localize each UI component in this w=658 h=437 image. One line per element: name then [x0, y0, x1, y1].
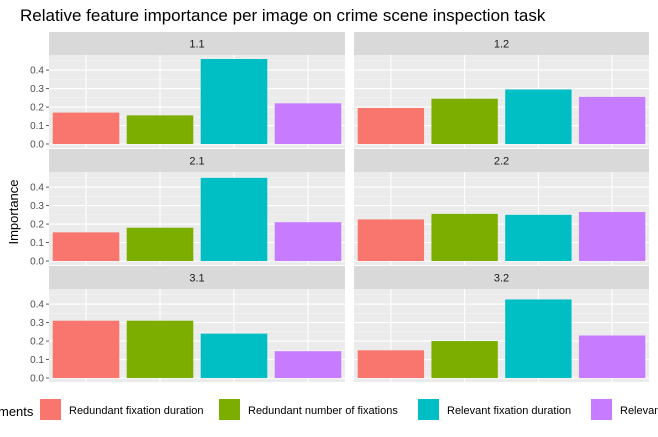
bar: [52, 232, 120, 261]
y-tick-label: 0.4: [30, 300, 44, 311]
y-tick-label: 0.0: [30, 374, 44, 385]
facet-panels: 1.10.00.10.20.30.41.22.10.00.10.20.30.42…: [30, 32, 649, 385]
bar: [200, 59, 268, 144]
facet-panel: 1.1 0.0 0.1 0.2 0.3 0.4: [30, 32, 345, 151]
facet-panel: 2.1 0.0 0.1 0.2 0.3 0.4: [30, 149, 345, 268]
bar: [274, 351, 342, 378]
legend-label: Redundant number of fixations: [248, 405, 398, 417]
bar: [357, 350, 425, 378]
bar: [274, 103, 342, 144]
legend-title: ments: [0, 404, 34, 419]
legend: ments Redundant fixation duration Redunda…: [0, 399, 658, 420]
facet-strip: [49, 266, 345, 289]
bar: [505, 214, 572, 261]
legend-key: [40, 399, 61, 420]
y-tick-label: 0.2: [30, 103, 44, 114]
bar: [357, 219, 425, 261]
bar: [200, 333, 268, 378]
facet-panel: 3.1 0.0 0.1 0.2 0.3 0.4: [30, 266, 345, 385]
facet-strip-label: 2.2: [494, 156, 509, 168]
y-tick-label: 0.1: [30, 238, 44, 249]
bar: [578, 96, 646, 144]
y-tick-label: 0.3: [30, 201, 44, 212]
facet-strip: [49, 32, 345, 55]
bar: [52, 320, 120, 378]
facet-strip: [354, 266, 649, 289]
bar: [578, 212, 646, 261]
legend-label: Redundant fixation duration: [69, 405, 204, 417]
bar: [431, 341, 498, 378]
facet-strip-label: 3.2: [494, 273, 509, 285]
y-tick-label: 0.3: [30, 318, 44, 329]
legend-label: Relevan: [620, 405, 658, 417]
y-tick-label: 0.4: [30, 183, 44, 194]
bar: [126, 115, 194, 144]
facet-strip: [354, 32, 649, 55]
y-tick-label: 0.1: [30, 121, 44, 132]
bar: [274, 222, 342, 261]
bar: [505, 89, 572, 144]
y-tick-label: 0.2: [30, 220, 44, 231]
legend-key: [418, 399, 439, 420]
facet-strip-label: 1.1: [189, 39, 204, 51]
y-tick-label: 0.2: [30, 337, 44, 348]
chart-title: Relative feature importance per image on…: [20, 6, 546, 25]
legend-key: [591, 399, 612, 420]
facet-panel: 1.2: [354, 32, 649, 148]
y-tick-label: 0.3: [30, 84, 44, 95]
facet-strip-label: 1.2: [494, 39, 509, 51]
bar: [578, 335, 646, 378]
y-tick-label: 0.1: [30, 355, 44, 366]
bar: [357, 107, 425, 144]
y-tick-label: 0.0: [30, 257, 44, 268]
bar: [431, 98, 498, 144]
facet-strip-label: 2.1: [189, 156, 204, 168]
bar: [431, 213, 498, 261]
bar: [126, 320, 194, 378]
y-tick-label: 0.0: [30, 140, 44, 151]
bar: [200, 177, 268, 261]
y-tick-label: 0.4: [30, 66, 44, 77]
legend-label: Relevant fixation duration: [447, 405, 571, 417]
bar: [126, 227, 194, 261]
bar: [52, 112, 120, 144]
facet-strip: [49, 149, 345, 172]
facet-strip-label: 3.1: [189, 273, 204, 285]
y-axis-title: Importance: [6, 179, 21, 244]
facet-strip: [354, 149, 649, 172]
legend-key: [219, 399, 240, 420]
facet-panel: 3.2: [354, 266, 649, 382]
facet-panel: 2.2: [354, 149, 649, 265]
bar: [505, 299, 572, 378]
